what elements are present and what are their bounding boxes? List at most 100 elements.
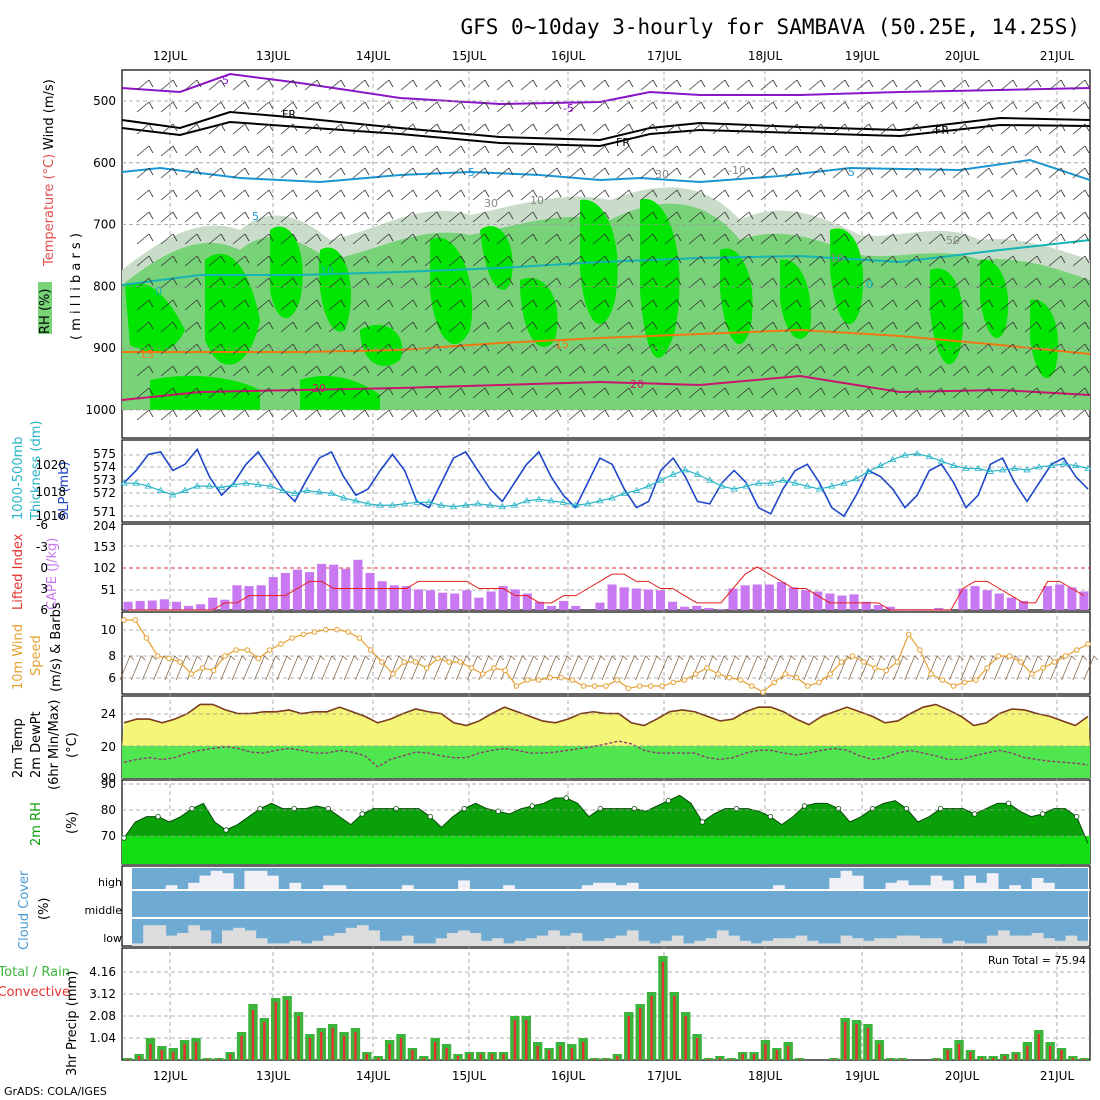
wind10-marker [255, 655, 262, 662]
wind-barb [1072, 321, 1090, 333]
wind-barb [856, 123, 874, 135]
wind-barb [856, 299, 874, 311]
wind-barb [1000, 189, 1018, 201]
cape-bar [849, 594, 859, 610]
wind-barb [568, 101, 586, 113]
wind-barb [856, 387, 874, 399]
wind10-marker [199, 665, 206, 671]
cloud-high-bar [1031, 878, 1044, 890]
wind-barb [640, 387, 658, 399]
wind-barb [1048, 167, 1066, 179]
rh-region-dark [720, 248, 753, 345]
wind-barb [1000, 233, 1018, 245]
wind-barb [376, 343, 394, 355]
wind-barb [664, 299, 682, 311]
rh2-marker [699, 819, 706, 825]
wind-barb [904, 145, 922, 157]
wind10-barb [601, 655, 617, 681]
slp-left-labels: 1000-500mb Thickness (dm) SLP (mb) [11, 421, 72, 521]
cape-bar [268, 577, 278, 610]
wind-barb [616, 123, 634, 135]
wind-barb [904, 387, 922, 399]
wind10-marker [289, 635, 295, 641]
cloud-low-bar [1043, 938, 1055, 946]
contour-label: 20 [630, 378, 644, 391]
wind10-barb [321, 655, 337, 681]
wind-barb [424, 365, 442, 377]
wind-barb [640, 211, 658, 223]
thickness-tick: 574 [93, 460, 116, 474]
wind-barb [952, 101, 970, 113]
thickness-marker [815, 485, 824, 492]
precip-convective-bar [582, 1042, 585, 1060]
precip-convective-bar [843, 1022, 847, 1060]
wind-barb [304, 101, 322, 113]
wind-barb [400, 167, 418, 179]
wind-barb [256, 101, 274, 113]
wind-barb [136, 101, 154, 113]
cape-bar [607, 584, 617, 610]
wind-barb [328, 365, 346, 377]
wind-barb [208, 255, 226, 267]
precip-convective-bar [1060, 1050, 1063, 1060]
wind-barb [568, 409, 586, 421]
precip-convective-bar [547, 1050, 551, 1060]
precip-convective-bar [274, 1002, 277, 1060]
wind-barb [136, 255, 154, 267]
date-label-bottom: 12JUL [153, 1069, 188, 1083]
wind-barb [304, 145, 322, 157]
wind10-barb [736, 655, 751, 681]
wind-barb [760, 233, 778, 245]
wind-barb [976, 321, 994, 333]
wind10-marker [928, 671, 934, 677]
thickness-tick: 573 [93, 473, 116, 487]
wind-barb [256, 79, 274, 91]
wind-barb [1024, 101, 1042, 113]
wind10-barb [870, 655, 886, 681]
wind-barb [496, 277, 514, 289]
wind-barb [952, 123, 970, 135]
wind-barb [616, 299, 634, 311]
wind-barb [496, 79, 514, 91]
slp-tick: 1020 [35, 458, 66, 472]
precip-convective-bar [228, 1054, 232, 1060]
wind-barb [832, 167, 850, 179]
precip-convective-bar [160, 1050, 164, 1060]
wind-barb [1024, 321, 1042, 333]
wind-barb [280, 233, 298, 245]
wind-barb [304, 255, 322, 267]
wind10-barb [455, 655, 471, 681]
wind-barb [1024, 387, 1042, 399]
precip-convective-bar [1037, 1034, 1040, 1060]
cloud-high-bar [244, 870, 257, 890]
wind10-marker [580, 683, 587, 689]
wind10-barb [758, 655, 774, 681]
wind-barb [280, 387, 298, 399]
cloud-low-bar [840, 935, 853, 946]
wind-barb [616, 321, 634, 333]
contour-label: 5 [848, 166, 855, 179]
wind-barb [280, 167, 298, 179]
wind10-barb [612, 655, 628, 681]
wind-barb [568, 365, 586, 377]
wind10-marker [278, 641, 284, 647]
wind-barb [232, 387, 250, 399]
wind-barb [880, 277, 898, 289]
thickness-marker [230, 480, 238, 488]
wind-barb [232, 145, 250, 157]
wind-barb [136, 233, 154, 245]
wind-barb [136, 299, 154, 311]
wind-barb [784, 343, 802, 355]
wind-barb [736, 387, 754, 399]
wind-barb [760, 277, 778, 289]
wind-barb [352, 387, 370, 399]
wind-barb [784, 79, 802, 91]
cape-bar [413, 589, 423, 610]
wind-barb [352, 101, 370, 113]
contour-label: 0 [155, 285, 162, 298]
wind-barb [1024, 211, 1042, 223]
wind-barb [1024, 167, 1042, 179]
precip-convective-bar [900, 1059, 904, 1060]
wind10-marker [222, 653, 228, 659]
wind-barb [784, 321, 802, 333]
